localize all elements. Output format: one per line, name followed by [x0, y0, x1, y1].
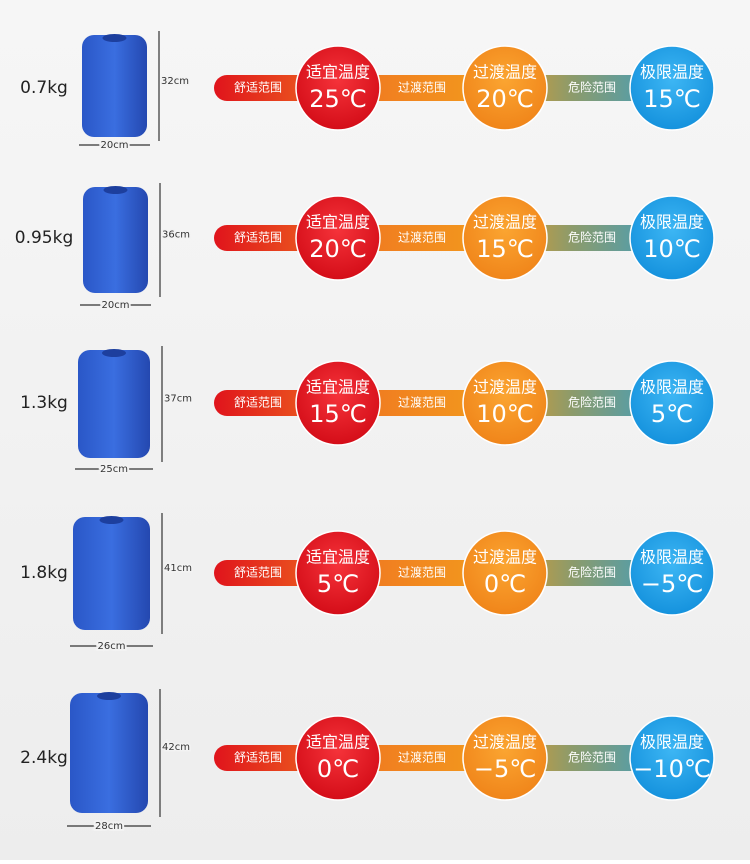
range-label: 过渡范围 [398, 750, 446, 765]
temperature-circle [295, 45, 381, 131]
range-label: 危险范围 [568, 750, 616, 765]
temperature-value: −10℃ [633, 755, 711, 783]
bag-top [103, 186, 128, 194]
range-label: 危险范围 [568, 395, 616, 410]
temperature-type: 适宜温度 [306, 548, 370, 567]
bag-top [99, 516, 124, 524]
bag-image [73, 517, 150, 630]
temperature-value: 25℃ [309, 85, 367, 113]
temperature-circle [629, 530, 715, 616]
temperature-type: 适宜温度 [306, 63, 370, 82]
bag-image [70, 693, 148, 813]
range-label: 舒适范围 [234, 751, 282, 765]
temperature-circle [295, 715, 381, 801]
weight: 0.95kg [15, 228, 74, 248]
temperature-circle [295, 530, 381, 616]
temperature-value: −5℃ [641, 570, 703, 598]
temperature-type: 极限温度 [640, 63, 704, 82]
temperature-type: 极限温度 [640, 378, 704, 397]
range-label: 过渡范围 [398, 230, 446, 245]
temperature-value: 5℃ [317, 570, 359, 598]
height-label: 32cm [161, 76, 189, 87]
temperature-type: 适宜温度 [306, 733, 370, 752]
temperature-value: 15℃ [476, 235, 534, 263]
width-label: 26cm [98, 641, 126, 652]
bag-top [102, 349, 126, 357]
temperature-circle [462, 360, 548, 446]
temperature-circle [295, 195, 381, 281]
range-label: 舒适范围 [234, 231, 282, 245]
temperature-value: 0℃ [317, 755, 359, 783]
temperature-type: 适宜温度 [306, 213, 370, 232]
temperature-type: 过渡温度 [473, 733, 537, 752]
width-label: 25cm [100, 464, 128, 475]
temperature-value: 20℃ [476, 85, 534, 113]
temperature-type: 极限温度 [640, 213, 704, 232]
temperature-type: 过渡温度 [473, 548, 537, 567]
range-label: 过渡范围 [398, 80, 446, 95]
temperature-type: 过渡温度 [473, 213, 537, 232]
temperature-type: 过渡温度 [473, 378, 537, 397]
width-label: 20cm [102, 300, 130, 311]
bag-top [97, 692, 121, 700]
height-label: 41cm [164, 563, 192, 574]
range-label: 过渡范围 [398, 565, 446, 580]
height-label: 37cm [164, 394, 192, 405]
temperature-value: 0℃ [484, 570, 526, 598]
bag-image [83, 187, 148, 293]
range-label: 危险范围 [568, 230, 616, 245]
temperature-circle [462, 195, 548, 281]
temperature-circle [629, 45, 715, 131]
weight: 1.8kg [20, 563, 68, 583]
bag-top [102, 34, 127, 42]
temperature-value: 5℃ [651, 400, 693, 428]
temperature-circle [629, 195, 715, 281]
temperature-type: 过渡温度 [473, 63, 537, 82]
temperature-value: 15℃ [643, 85, 701, 113]
height-label: 36cm [162, 230, 190, 241]
range-label: 过渡范围 [398, 395, 446, 410]
temperature-value: −5℃ [474, 755, 536, 783]
temperature-circle [629, 360, 715, 446]
temperature-value: 15℃ [309, 400, 367, 428]
temperature-circle [295, 360, 381, 446]
temperature-circle [629, 715, 715, 801]
bag-image [78, 350, 150, 458]
width-label: 28cm [95, 821, 123, 832]
temperature-circle [462, 45, 548, 131]
weight: 2.4kg [20, 748, 68, 768]
weight: 1.3kg [20, 393, 68, 413]
temperature-value: 10℃ [476, 400, 534, 428]
range-label: 危险范围 [568, 565, 616, 580]
width-label: 20cm [101, 140, 129, 151]
temperature-value: 10℃ [643, 235, 701, 263]
height-label: 42cm [162, 742, 190, 753]
temperature-type: 适宜温度 [306, 378, 370, 397]
range-label: 舒适范围 [234, 81, 282, 95]
range-label: 危险范围 [568, 80, 616, 95]
range-label: 舒适范围 [234, 566, 282, 580]
weight: 0.7kg [20, 78, 68, 98]
temperature-value: 20℃ [309, 235, 367, 263]
temperature-type: 极限温度 [640, 733, 704, 752]
range-label: 舒适范围 [234, 396, 282, 410]
temperature-circle [462, 715, 548, 801]
temperature-type: 极限温度 [640, 548, 704, 567]
temperature-circle [462, 530, 548, 616]
bag-image [82, 35, 147, 137]
